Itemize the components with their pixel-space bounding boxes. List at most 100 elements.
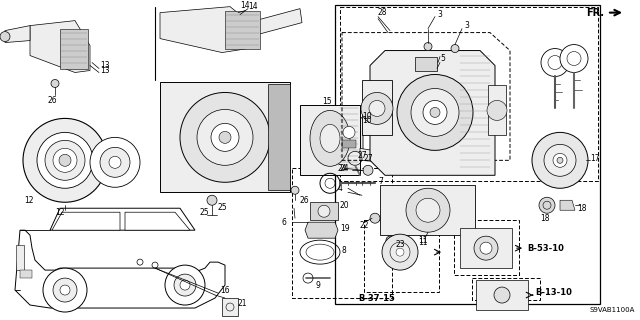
- Text: 21: 21: [238, 299, 248, 308]
- Polygon shape: [125, 212, 190, 230]
- Ellipse shape: [318, 205, 330, 217]
- Bar: [454, 220, 519, 275]
- Text: 3: 3: [464, 21, 469, 30]
- Bar: [362, 81, 392, 135]
- Text: 6: 6: [282, 218, 287, 227]
- Ellipse shape: [60, 285, 70, 295]
- Ellipse shape: [165, 265, 205, 305]
- Text: 24: 24: [338, 164, 348, 173]
- Polygon shape: [370, 51, 495, 175]
- Text: S9VAB1100A: S9VAB1100A: [589, 307, 635, 313]
- Bar: [415, 57, 437, 70]
- Ellipse shape: [53, 148, 77, 172]
- Ellipse shape: [411, 88, 459, 136]
- Ellipse shape: [219, 132, 231, 143]
- Ellipse shape: [406, 188, 450, 232]
- Bar: [342, 140, 356, 148]
- Ellipse shape: [382, 149, 398, 165]
- Text: 14: 14: [248, 2, 258, 11]
- Ellipse shape: [100, 147, 130, 177]
- Ellipse shape: [541, 49, 569, 76]
- Bar: [60, 28, 88, 68]
- Text: B-37-15: B-37-15: [358, 293, 395, 302]
- Ellipse shape: [557, 157, 563, 163]
- Text: 8: 8: [342, 246, 347, 255]
- Bar: [20, 270, 32, 278]
- Bar: [225, 11, 260, 49]
- Ellipse shape: [310, 110, 350, 166]
- Bar: [300, 105, 360, 175]
- Ellipse shape: [370, 213, 380, 223]
- Text: 3: 3: [437, 10, 442, 19]
- Text: 11: 11: [418, 236, 428, 245]
- Ellipse shape: [197, 109, 253, 165]
- Ellipse shape: [59, 154, 71, 166]
- Ellipse shape: [207, 195, 217, 205]
- Bar: [335, 5, 600, 304]
- Ellipse shape: [211, 124, 239, 151]
- Ellipse shape: [363, 165, 373, 175]
- Text: 16: 16: [220, 285, 230, 295]
- Ellipse shape: [43, 268, 87, 312]
- Ellipse shape: [109, 156, 121, 168]
- Bar: [476, 280, 528, 310]
- Ellipse shape: [480, 242, 492, 254]
- Ellipse shape: [23, 118, 107, 202]
- Text: 25: 25: [200, 208, 210, 217]
- Text: 26: 26: [48, 96, 58, 105]
- Ellipse shape: [382, 234, 418, 270]
- Bar: [364, 220, 439, 292]
- Bar: [472, 278, 540, 300]
- Ellipse shape: [53, 278, 77, 302]
- Ellipse shape: [361, 92, 393, 124]
- Text: 17: 17: [590, 154, 600, 163]
- Ellipse shape: [369, 100, 385, 116]
- Ellipse shape: [494, 287, 510, 303]
- Bar: [488, 85, 506, 135]
- Text: 10: 10: [362, 116, 372, 125]
- Polygon shape: [52, 212, 120, 230]
- Ellipse shape: [180, 92, 270, 182]
- Ellipse shape: [539, 197, 555, 213]
- FancyBboxPatch shape: [335, 117, 363, 155]
- Ellipse shape: [416, 198, 440, 222]
- Text: 18: 18: [577, 204, 586, 213]
- Ellipse shape: [424, 43, 432, 51]
- Text: 22: 22: [360, 221, 369, 230]
- Text: 7: 7: [378, 177, 383, 186]
- Ellipse shape: [474, 236, 498, 260]
- Text: B-13-10: B-13-10: [535, 288, 572, 297]
- Bar: [380, 185, 475, 235]
- Text: 18: 18: [540, 214, 550, 223]
- Bar: [160, 83, 290, 192]
- Text: 11: 11: [418, 238, 428, 247]
- Ellipse shape: [0, 32, 10, 42]
- Polygon shape: [50, 208, 195, 230]
- Bar: [310, 202, 338, 220]
- Polygon shape: [248, 9, 302, 36]
- Ellipse shape: [423, 100, 447, 124]
- Text: B-53-10: B-53-10: [527, 244, 564, 253]
- Text: 28: 28: [378, 8, 387, 17]
- Ellipse shape: [553, 153, 567, 167]
- Polygon shape: [15, 230, 225, 308]
- Polygon shape: [360, 148, 385, 162]
- Ellipse shape: [544, 144, 576, 176]
- Ellipse shape: [397, 75, 473, 150]
- Bar: [292, 168, 392, 298]
- Text: FR.: FR.: [586, 8, 604, 18]
- Ellipse shape: [180, 280, 190, 290]
- Polygon shape: [5, 26, 30, 43]
- Text: 15: 15: [322, 97, 332, 106]
- Text: 14: 14: [240, 1, 250, 10]
- Text: 5: 5: [440, 54, 445, 63]
- Bar: [460, 228, 512, 268]
- Ellipse shape: [51, 79, 59, 87]
- Text: 9: 9: [316, 281, 321, 290]
- Ellipse shape: [90, 137, 140, 187]
- Ellipse shape: [45, 140, 85, 180]
- Text: 4: 4: [338, 184, 343, 193]
- Text: 24: 24: [340, 164, 349, 173]
- Bar: [16, 245, 24, 270]
- Ellipse shape: [451, 44, 459, 52]
